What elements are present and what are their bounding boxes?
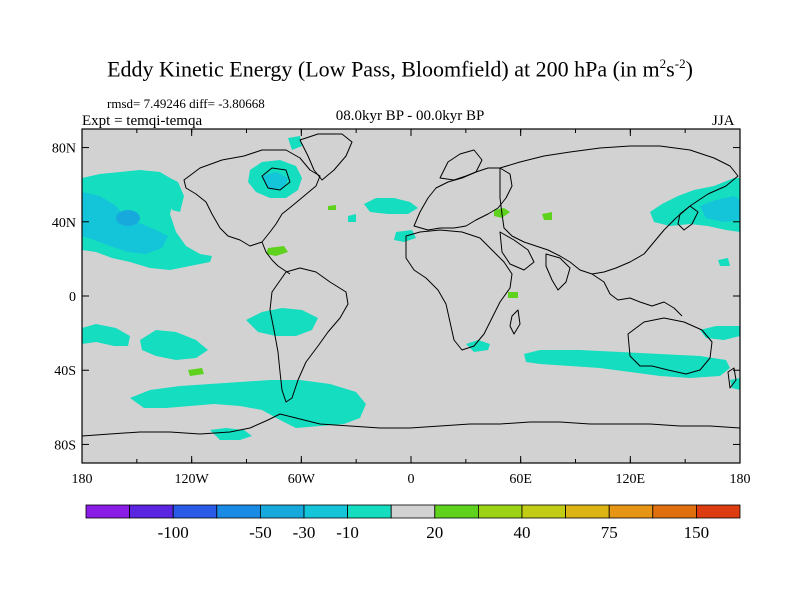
lat-tick-label: 80N [52,142,76,157]
colorbar-swatch [259,504,305,519]
colorbar [85,504,741,519]
anomaly-region-north-atlantic [364,198,418,214]
anomaly-region-pacific-spot [116,210,140,226]
colorbar-swatch [347,504,392,519]
colorbar-swatch [565,504,610,519]
colorbar-label: 40 [514,523,531,542]
colorbar-label: 150 [684,523,710,542]
colorbar-swatch [652,504,697,519]
lon-tick-label: 120W [175,472,210,487]
colorbar-swatch [216,504,261,519]
coastline-africa [405,229,513,351]
coastline-greenland [299,133,353,181]
anomaly-region-south-pacific-mid [140,330,208,360]
colorbar-label: 20 [426,523,443,542]
coastline-scandinavia [439,149,483,181]
lon-tick-label: 180 [72,472,93,487]
map-background [82,129,740,463]
stats-label: rmsd= 7.49246 diff= -3.80668 [107,96,265,111]
anomaly-region-gulf-alaska [166,176,184,212]
coastline-arabia [499,231,535,271]
experiment-label: Expt = temqi-temqa [82,113,203,129]
coastline-australia [627,317,713,375]
coastline-europe [413,167,513,231]
colorbar-label: -10 [336,523,359,542]
coastline-hudson-bay [261,167,291,191]
colorbar-label: 75 [601,523,618,542]
coastline-central-america [261,241,291,275]
anomaly-region-drake-passage [210,428,252,440]
colorbar-swatch [696,504,741,519]
lon-tick-label: 60W [288,472,316,487]
colorbar-swatch [390,504,436,519]
colorbar-swatch [85,504,130,519]
colorbar-swatch [608,504,654,519]
anomaly-region-indian-ocean [524,350,730,378]
coastline-asia [499,145,739,275]
lon-tick-label: 0 [408,472,415,487]
anomaly-region-south-east-pacific [730,378,740,390]
colorbar-swatch [129,504,174,519]
positive-region-south-pacific [188,368,204,376]
anomaly-region-hudson-core [262,172,288,190]
anomaly-region-mid-atlantic [394,230,416,242]
coastlines [82,133,740,437]
colorbar-swatch [477,504,523,519]
anomaly-region-south-africa [466,340,490,352]
anomaly-fields [82,136,740,440]
coastline-japan [677,205,699,231]
season-label: JJA [712,113,735,129]
anomaly-region-greenland-strip [288,136,302,150]
coastline-southeast-asia [591,273,683,317]
colorbar-swatch [521,504,566,519]
lon-tick-label: 120E [616,472,646,487]
colorbar-swatch [303,504,348,519]
coastline-india [545,253,571,291]
coastline-new-zealand [727,367,737,389]
anomaly-region-south-america-west [246,308,318,336]
colorbar-label: -100 [158,523,189,542]
lon-tick-labels: 180 120W 60W 0 60E 120E 180 [72,472,751,487]
anomaly-region-atlantic-small [348,214,356,222]
anomaly-region-kamchatka [718,258,730,266]
lat-tick-label: 40N [52,216,76,231]
anomaly-region-southern-ocean-pacific [130,380,366,428]
colorbar-label: -50 [249,523,272,542]
lon-tick-marks [81,129,741,463]
lon-tick-label: 60E [509,472,532,487]
lat-tick-label: 40S [54,364,76,379]
positive-region-caribbean [266,246,288,256]
coastline-antarctica [82,413,740,437]
lat-tick-marks [82,147,740,445]
positive-region-central-asia [542,212,552,220]
lon-tick-label: 180 [730,472,751,487]
anomaly-region-tasman [700,326,740,340]
coastline-north-america [183,149,321,247]
anomaly-region-east-asia-core [700,196,740,222]
period-label: 08.0kyr BP - 00.0kyr BP [335,108,485,124]
positive-region-atlantic-north [328,205,336,210]
colorbar-labels: -100 -50 -30 -10 20 40 75 150 [158,523,710,542]
lat-tick-label: 0 [69,290,76,305]
anomaly-region-south-pacific-east [82,324,130,346]
colorbar-swatch [172,504,218,519]
coastline-madagascar [509,309,521,335]
colorbar-swatch [434,504,479,519]
lat-tick-label: 80S [54,438,76,453]
colorbar-label: -30 [293,523,316,542]
map-title: Eddy Kinetic Energy (Low Pass, Bloomfiel… [107,56,693,82]
coastline-south-america [269,267,349,403]
lat-tick-labels: 80N 40N 0 40S 80S [52,142,76,454]
positive-region-east-africa [508,292,518,298]
